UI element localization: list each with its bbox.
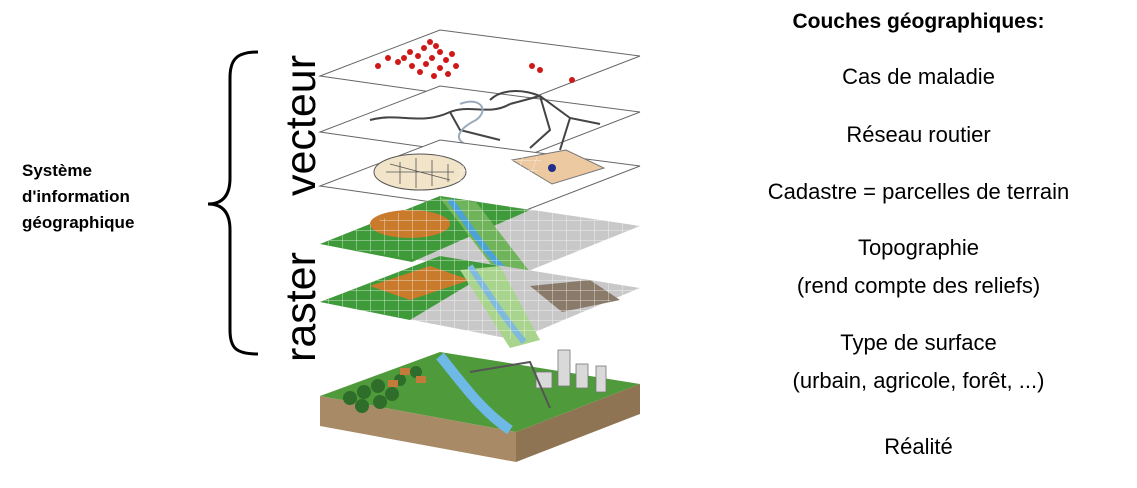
legend-item-reality: Réalité [700,428,1137,466]
legend-title: Couches géographiques: [792,10,1045,33]
curly-brace [207,50,259,356]
gis-label-line-2: d'information [22,187,130,206]
legend-item-cadastre: Cadastre = parcelles de terrain [700,173,1137,211]
layer-topography [320,196,640,276]
legend-item-line: Cas de maladie [842,64,995,89]
legend-item-line: Cadastre = parcelles de terrain [767,179,1070,204]
legend-item-topography: Topographie (rend compte des reliefs) [700,229,1137,305]
legend-item-surface-type: Type de surface (urbain, agricole, forêt… [700,324,1137,400]
legend-item-road-network: Réseau routier [700,116,1137,154]
gis-system-label: Système d'information géographique [22,158,197,236]
disease-points [375,39,575,83]
legend-item-line: Type de surface [840,330,997,355]
legend-item-disease-cases: Cas de maladie [700,58,1137,96]
legend-item-line: Réseau routier [846,122,991,147]
layer-surface-type [320,256,640,348]
layer-stack-illustration [318,29,641,462]
legend-item-line: Réalité [884,434,953,459]
gis-label-line-3: géographique [22,213,135,232]
legend-item-subline: (urbain, agricole, forêt, ...) [792,368,1045,393]
legend-item-line: Topographie [857,235,980,260]
layer-road-network [318,85,641,161]
layer-reality [320,349,640,462]
layer-cadastre [318,139,641,215]
gis-label-line-1: Système [22,161,92,180]
layer-disease-cases [318,29,641,105]
legend-item-subline: (rend compte des reliefs) [796,273,1041,298]
